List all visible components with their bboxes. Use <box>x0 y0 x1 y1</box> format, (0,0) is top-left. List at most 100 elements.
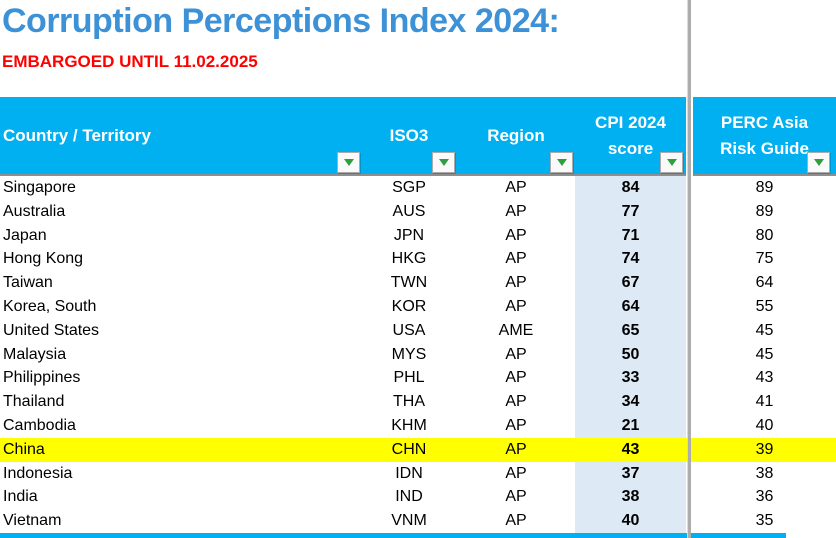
cell-iso3[interactable]: THA <box>393 393 425 411</box>
cell-cpi-score[interactable]: 43 <box>575 437 686 462</box>
cell-iso3[interactable]: AUS <box>392 202 426 220</box>
cell-cpi-score[interactable]: 65 <box>575 318 686 343</box>
cell-cpi-score[interactable]: 77 <box>575 199 686 224</box>
cell-cpi-score[interactable]: 37 <box>575 461 686 486</box>
cell-country[interactable]: India <box>3 488 38 506</box>
cell-iso3[interactable]: VNM <box>391 512 427 530</box>
cell-cpi-score[interactable]: 38 <box>575 485 686 510</box>
cell-perc-score[interactable]: 40 <box>755 416 774 434</box>
cell-iso3[interactable]: JPN <box>393 226 425 244</box>
cell-cpi-score[interactable]: 74 <box>575 247 686 272</box>
cell-iso3[interactable]: KHM <box>391 416 427 434</box>
cell-iso3[interactable]: PHL <box>393 369 425 387</box>
cell-country[interactable]: Hong Kong <box>3 250 84 268</box>
cell-iso3[interactable]: TWN <box>390 274 428 292</box>
cell-country[interactable]: Vietnam <box>3 512 62 530</box>
cell-cpi-score[interactable]: 84 <box>575 176 686 200</box>
cell-iso3[interactable]: HKG <box>391 250 427 268</box>
cell-perc-score[interactable]: 43 <box>755 369 774 387</box>
cell-country[interactable]: Taiwan <box>3 274 53 292</box>
header-iso3[interactable]: ISO3 <box>361 97 457 176</box>
filter-button-region[interactable] <box>550 152 573 173</box>
cell-region[interactable]: AP <box>505 464 527 482</box>
cell-perc-score[interactable]: 64 <box>755 274 774 292</box>
cell-region[interactable]: AP <box>505 440 527 458</box>
cell-country[interactable]: Singapore <box>3 179 76 196</box>
header-country-label: Country / Territory <box>3 125 151 145</box>
header-perc-line2: Risk Guide <box>720 138 809 158</box>
cell-region[interactable]: AP <box>505 488 527 506</box>
cell-country[interactable]: Thailand <box>3 393 65 411</box>
cell-region[interactable]: AP <box>505 369 527 387</box>
cell-region[interactable]: AP <box>505 393 527 411</box>
cell-perc-score[interactable]: 39 <box>755 440 774 458</box>
next-section-header-strip <box>0 533 786 538</box>
cell-region[interactable]: AP <box>505 250 527 268</box>
table-row: Cambodia KHM AP 21 40 <box>0 413 836 438</box>
filter-dropdown-arrow-icon <box>556 159 567 166</box>
cell-region[interactable]: AP <box>505 274 527 292</box>
filter-button-country[interactable] <box>337 152 360 173</box>
cell-perc-score[interactable]: 80 <box>755 226 774 244</box>
cell-iso3[interactable]: SGP <box>392 179 426 196</box>
cell-cpi-score[interactable]: 33 <box>575 366 686 391</box>
cell-country[interactable]: Japan <box>3 226 47 244</box>
cell-perc-score[interactable]: 35 <box>755 512 774 530</box>
cell-country[interactable]: Indonesia <box>3 464 73 482</box>
cell-country[interactable]: China <box>3 440 45 458</box>
cell-iso3[interactable]: IND <box>395 488 423 506</box>
filter-dropdown-arrow-icon <box>666 159 677 166</box>
cell-cpi-score[interactable]: 21 <box>575 413 686 438</box>
cell-region[interactable]: AME <box>498 321 534 339</box>
table-row: Vietnam VNM AP 40 35 <box>0 509 836 533</box>
header-country-territory[interactable]: Country / Territory <box>0 97 361 176</box>
embargo-notice: EMBARGOED UNTIL 11.02.2025 <box>2 52 258 71</box>
cell-perc-score[interactable]: 45 <box>755 345 774 363</box>
cell-iso3[interactable]: USA <box>392 321 426 339</box>
cell-region[interactable]: AP <box>505 226 527 244</box>
filter-button-cpi[interactable] <box>660 152 683 173</box>
table-row: Taiwan TWN AP 67 64 <box>0 271 836 295</box>
cell-cpi-score[interactable]: 64 <box>575 294 686 319</box>
cell-region[interactable]: AP <box>505 179 527 196</box>
cell-perc-score[interactable]: 45 <box>755 321 774 339</box>
cell-perc-score[interactable]: 55 <box>755 297 774 315</box>
table-row: Korea, South KOR AP 64 55 <box>0 294 836 319</box>
cell-perc-score[interactable]: 36 <box>755 488 774 506</box>
cell-perc-score[interactable]: 89 <box>755 202 774 220</box>
cell-iso3[interactable]: KOR <box>391 297 427 315</box>
cell-region[interactable]: AP <box>505 345 527 363</box>
cell-cpi-score[interactable]: 40 <box>575 509 686 533</box>
cell-cpi-score[interactable]: 50 <box>575 342 686 367</box>
cell-iso3[interactable]: MYS <box>391 345 427 363</box>
cell-perc-score[interactable]: 38 <box>755 464 774 482</box>
cell-country[interactable]: Cambodia <box>3 416 76 434</box>
cell-region[interactable]: AP <box>505 297 527 315</box>
header-cpi-line1: CPI 2024 <box>595 112 666 132</box>
cell-region[interactable]: AP <box>505 512 527 530</box>
cell-country[interactable]: United States <box>3 321 100 339</box>
cell-country[interactable]: Korea, South <box>3 297 97 315</box>
cell-region[interactable]: AP <box>505 202 527 220</box>
cell-cpi-score[interactable]: 34 <box>575 390 686 414</box>
cell-region[interactable]: AP <box>505 416 527 434</box>
cell-perc-score[interactable]: 89 <box>755 179 774 196</box>
table-rows: Singapore SGP AP 84 89 Australia AUS AP 77 89 Japa… <box>0 176 836 533</box>
table-row: India IND AP 38 36 <box>0 485 836 510</box>
filter-button-perc[interactable] <box>807 152 830 173</box>
cell-iso3[interactable]: CHN <box>391 440 427 458</box>
table-row: Malaysia MYS AP 50 45 <box>0 342 836 367</box>
cell-country[interactable]: Malaysia <box>3 345 67 363</box>
cell-perc-score[interactable]: 75 <box>755 250 774 268</box>
table-row: United States USA AME 65 45 <box>0 318 836 343</box>
table-row: Hong Kong HKG AP 74 75 <box>0 247 836 272</box>
cell-cpi-score[interactable]: 67 <box>575 271 686 295</box>
cell-country[interactable]: Philippines <box>3 369 81 387</box>
cell-country[interactable]: Australia <box>3 202 66 220</box>
freeze-pane-divider[interactable] <box>687 0 691 538</box>
filter-button-iso3[interactable] <box>432 152 455 173</box>
cell-iso3[interactable]: IDN <box>395 464 423 482</box>
cell-perc-score[interactable]: 41 <box>755 393 774 411</box>
cell-cpi-score[interactable]: 71 <box>575 223 686 248</box>
